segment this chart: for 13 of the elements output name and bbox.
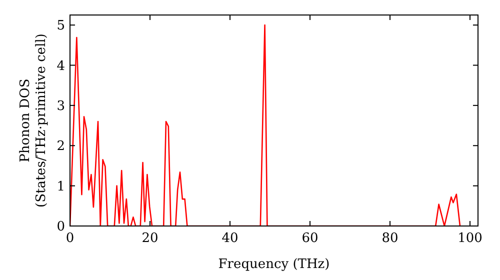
x-tick-label: 60 — [302, 231, 318, 246]
y-tick-label: 2 — [56, 139, 65, 154]
y-tick-label: 3 — [56, 98, 65, 114]
y-tick-label: 5 — [56, 18, 65, 34]
y-tick-label: 4 — [56, 58, 65, 74]
x-tick-label: 80 — [382, 231, 398, 246]
x-tick-label: 40 — [222, 231, 238, 246]
x-tick-label: 20 — [142, 231, 158, 246]
x-tick-label: 100 — [458, 231, 482, 246]
x-axis-title: Frequency (THz) — [218, 257, 330, 272]
y-axis-title: Phonon DOS (States/THz·primitive cell) — [18, 33, 49, 208]
y-tick-label: 1 — [56, 179, 65, 194]
y-tick-label: 0 — [56, 220, 65, 235]
